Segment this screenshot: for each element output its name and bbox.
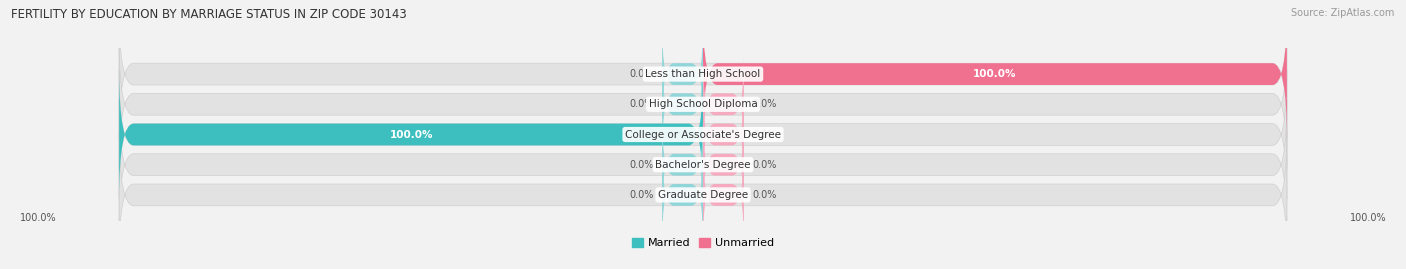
Text: 100.0%: 100.0% xyxy=(389,129,433,140)
Text: 0.0%: 0.0% xyxy=(628,160,654,170)
FancyBboxPatch shape xyxy=(120,130,1286,260)
Text: 0.0%: 0.0% xyxy=(628,69,654,79)
Text: 0.0%: 0.0% xyxy=(628,99,654,109)
Text: 100.0%: 100.0% xyxy=(1350,214,1386,224)
FancyBboxPatch shape xyxy=(120,70,1286,199)
FancyBboxPatch shape xyxy=(703,85,744,184)
Text: College or Associate's Degree: College or Associate's Degree xyxy=(626,129,780,140)
FancyBboxPatch shape xyxy=(662,145,703,245)
Legend: Married, Unmarried: Married, Unmarried xyxy=(627,233,779,253)
Text: Graduate Degree: Graduate Degree xyxy=(658,190,748,200)
FancyBboxPatch shape xyxy=(120,70,703,199)
Text: FERTILITY BY EDUCATION BY MARRIAGE STATUS IN ZIP CODE 30143: FERTILITY BY EDUCATION BY MARRIAGE STATU… xyxy=(11,8,406,21)
FancyBboxPatch shape xyxy=(120,40,1286,169)
FancyBboxPatch shape xyxy=(120,9,1286,139)
Text: High School Diploma: High School Diploma xyxy=(648,99,758,109)
FancyBboxPatch shape xyxy=(703,115,744,214)
FancyBboxPatch shape xyxy=(703,145,744,245)
FancyBboxPatch shape xyxy=(120,100,1286,229)
Text: 0.0%: 0.0% xyxy=(752,160,778,170)
Text: 0.0%: 0.0% xyxy=(628,190,654,200)
FancyBboxPatch shape xyxy=(662,115,703,214)
Text: Source: ZipAtlas.com: Source: ZipAtlas.com xyxy=(1291,8,1395,18)
Text: Bachelor's Degree: Bachelor's Degree xyxy=(655,160,751,170)
Text: 0.0%: 0.0% xyxy=(752,190,778,200)
FancyBboxPatch shape xyxy=(703,9,1286,139)
Text: 0.0%: 0.0% xyxy=(752,99,778,109)
Text: 100.0%: 100.0% xyxy=(20,214,56,224)
Text: 0.0%: 0.0% xyxy=(752,129,778,140)
FancyBboxPatch shape xyxy=(662,24,703,124)
Text: 100.0%: 100.0% xyxy=(973,69,1017,79)
FancyBboxPatch shape xyxy=(662,55,703,154)
FancyBboxPatch shape xyxy=(703,55,744,154)
Text: Less than High School: Less than High School xyxy=(645,69,761,79)
